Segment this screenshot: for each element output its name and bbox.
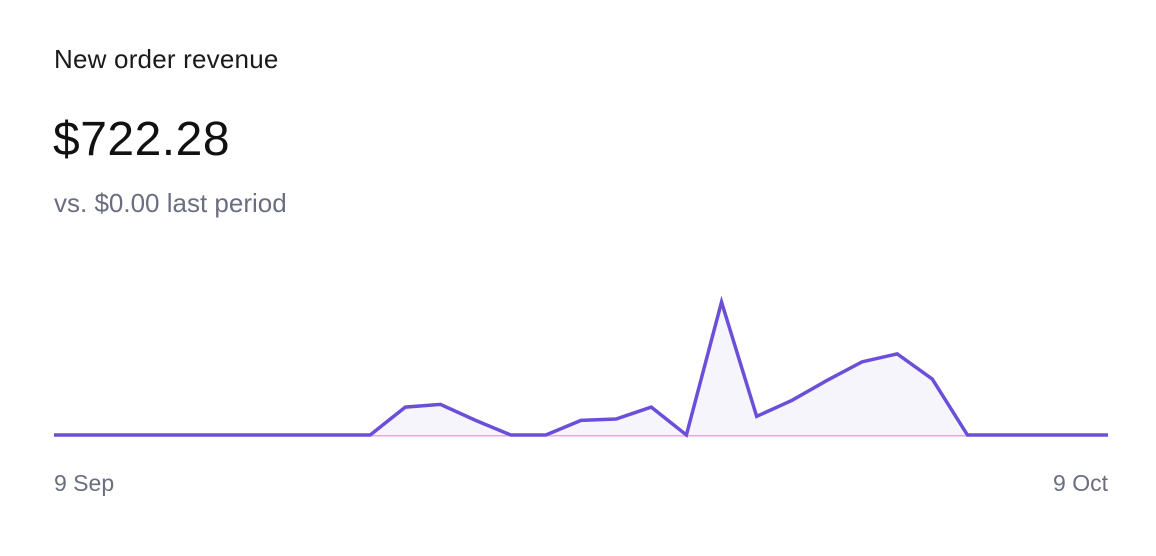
series-current-line — [54, 295, 1108, 439]
series-current-area — [54, 302, 1108, 435]
comparison-text: vs. $0.00 last period — [54, 188, 287, 218]
revenue-value: $722.28 — [53, 113, 231, 166]
x-tick-end: 9 Oct — [1053, 470, 1109, 496]
card-title: New order revenue — [54, 44, 279, 74]
x-tick-start: 9 Sep — [54, 470, 114, 496]
